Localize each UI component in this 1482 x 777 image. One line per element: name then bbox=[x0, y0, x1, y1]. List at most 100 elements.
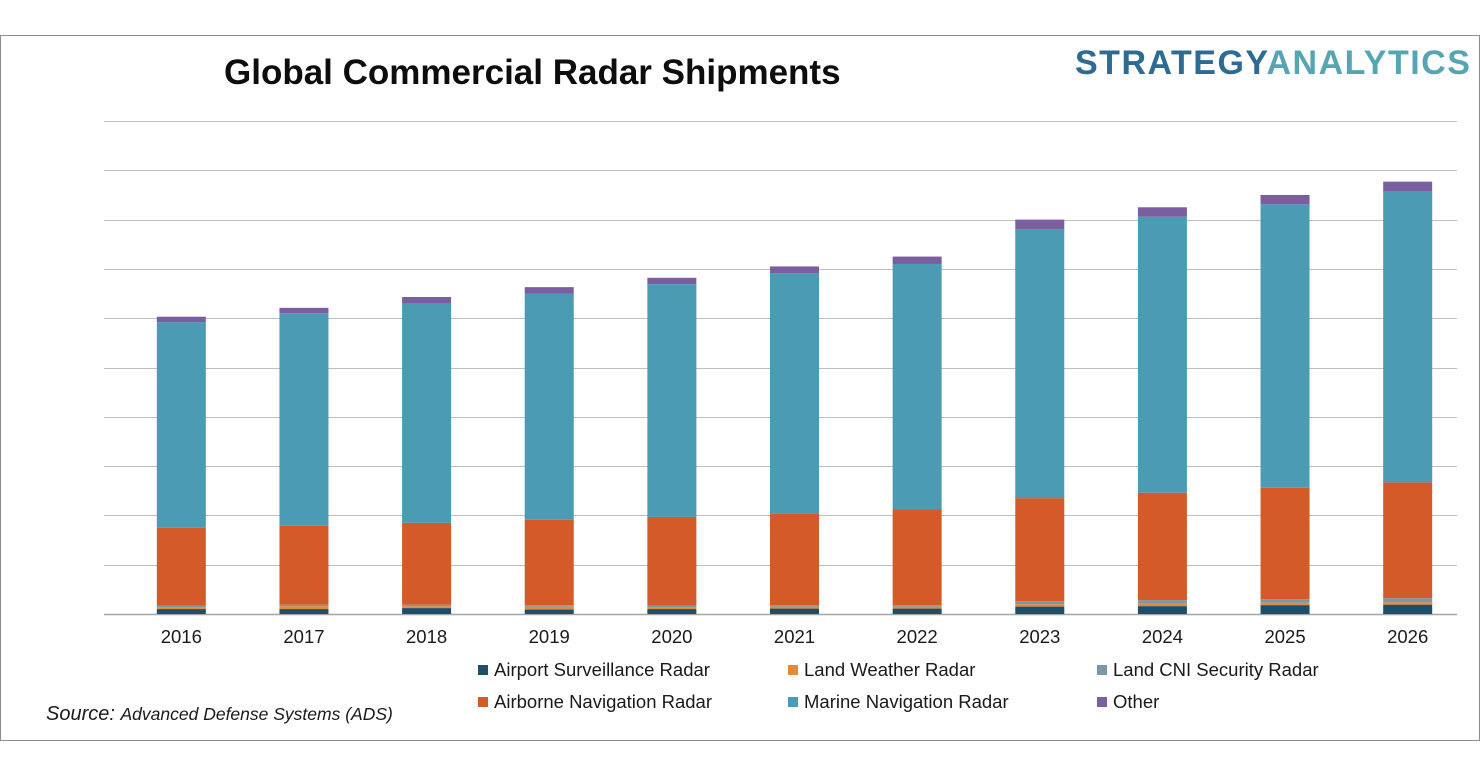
bar-segment-airborne-navigation-radar-2019 bbox=[524, 519, 574, 606]
x-tick-label: 2026 bbox=[1387, 626, 1428, 647]
bar-segment-marine-navigation-radar-2017 bbox=[279, 313, 329, 526]
bar-segment-airborne-navigation-radar-2020 bbox=[647, 516, 697, 606]
bar-segment-other-2022 bbox=[892, 256, 942, 264]
bar-segment-airborne-navigation-radar-2021 bbox=[770, 513, 819, 606]
bar-segment-airport-surveillance-radar-2025 bbox=[1260, 605, 1310, 614]
x-tick-label: 2018 bbox=[406, 626, 447, 647]
legend-item: Other bbox=[1097, 691, 1159, 713]
legend-label: Other bbox=[1113, 691, 1160, 712]
bar-segment-land-cni-security-radar-2018 bbox=[402, 604, 452, 607]
source-note: Source: Advanced Defense Systems (ADS) bbox=[46, 703, 393, 726]
bar-segment-marine-navigation-radar-2024 bbox=[1137, 216, 1187, 493]
bar-segment-land-cni-security-radar-2021 bbox=[770, 605, 819, 607]
bar-segment-airborne-navigation-radar-2025 bbox=[1260, 487, 1310, 600]
bar-segment-land-weather-radar-2021 bbox=[770, 606, 819, 609]
x-tick-label: 2024 bbox=[1142, 626, 1183, 647]
bar-segment-marine-navigation-radar-2023 bbox=[1015, 228, 1065, 499]
bar-segment-airborne-navigation-radar-2017 bbox=[279, 525, 329, 605]
bar-segment-land-cni-security-radar-2019 bbox=[524, 605, 574, 607]
bar-segment-airborne-navigation-radar-2024 bbox=[1137, 492, 1187, 601]
legend-label: Airborne Navigation Radar bbox=[494, 691, 713, 712]
bar-segment-other-2024 bbox=[1137, 207, 1187, 217]
source-value: Advanced Defense Systems (ADS) bbox=[120, 704, 393, 724]
legend-swatch bbox=[788, 697, 798, 707]
bar-segment-other-2021 bbox=[770, 266, 819, 274]
logo-word-analytics: ANALYTICS bbox=[1266, 44, 1472, 82]
bar-segment-land-cni-security-radar-2024 bbox=[1137, 600, 1187, 604]
bar-segment-land-cni-security-radar-2025 bbox=[1260, 599, 1310, 603]
bar-segment-airborne-navigation-radar-2018 bbox=[402, 522, 452, 605]
x-tick-label: 2022 bbox=[897, 626, 938, 647]
legend-label: Airport Surveillance Radar bbox=[494, 659, 710, 680]
bar-segment-land-weather-radar-2023 bbox=[1015, 604, 1065, 607]
bar-segment-other-2020 bbox=[647, 277, 697, 285]
bar-segment-airport-surveillance-radar-2021 bbox=[770, 608, 819, 614]
bar-segment-marine-navigation-radar-2025 bbox=[1260, 204, 1310, 488]
x-tick-label: 2019 bbox=[529, 626, 570, 647]
bar-segment-land-weather-radar-2019 bbox=[524, 606, 574, 610]
legend-swatch bbox=[478, 665, 488, 675]
bar-segment-marine-navigation-radar-2016 bbox=[156, 322, 206, 528]
bar-segment-airport-surveillance-radar-2024 bbox=[1137, 606, 1187, 614]
legend-label: Land CNI Security Radar bbox=[1113, 659, 1319, 680]
x-tick-label: 2016 bbox=[161, 626, 202, 647]
bar-segment-airport-surveillance-radar-2017 bbox=[279, 609, 329, 614]
bar-segment-other-2026 bbox=[1383, 181, 1433, 192]
x-tick-label: 2021 bbox=[774, 626, 815, 647]
legend-item: Marine Navigation Radar bbox=[788, 691, 1009, 713]
bar-segment-land-cni-security-radar-2022 bbox=[892, 605, 942, 607]
legend-swatch bbox=[1097, 665, 1107, 675]
bar-segment-airborne-navigation-radar-2022 bbox=[892, 509, 942, 606]
bar-segment-land-weather-radar-2017 bbox=[279, 606, 329, 610]
bar-segment-other-2025 bbox=[1260, 194, 1310, 205]
bar-segment-marine-navigation-radar-2019 bbox=[524, 293, 574, 520]
bar-segment-land-cni-security-radar-2026 bbox=[1383, 598, 1433, 603]
bar-segment-airport-surveillance-radar-2018 bbox=[402, 608, 452, 614]
bar-segment-land-weather-radar-2024 bbox=[1137, 603, 1187, 607]
legend-item: Airborne Navigation Radar bbox=[478, 691, 712, 713]
bar-segment-land-weather-radar-2022 bbox=[892, 606, 942, 609]
bar-segment-marine-navigation-radar-2018 bbox=[402, 303, 452, 523]
bar-segment-land-cni-security-radar-2020 bbox=[647, 605, 697, 608]
bar-segment-land-cni-security-radar-2023 bbox=[1015, 601, 1065, 605]
legend-item: Land Weather Radar bbox=[788, 659, 975, 681]
legend-label: Marine Navigation Radar bbox=[804, 691, 1009, 712]
bar-segment-land-cni-security-radar-2017 bbox=[279, 604, 329, 607]
legend-item: Airport Surveillance Radar bbox=[478, 659, 710, 681]
legend-swatch bbox=[1097, 697, 1107, 707]
chart-frame bbox=[0, 35, 1480, 741]
bar-segment-airborne-navigation-radar-2026 bbox=[1383, 482, 1433, 599]
logo-word-strategy: STRATEGY bbox=[1075, 44, 1267, 82]
bar-segment-marine-navigation-radar-2022 bbox=[892, 263, 942, 510]
bar-segment-land-weather-radar-2026 bbox=[1383, 602, 1433, 605]
bar-segment-airport-surveillance-radar-2016 bbox=[156, 609, 206, 614]
bar-segment-land-weather-radar-2025 bbox=[1260, 602, 1310, 606]
bar-segment-airport-surveillance-radar-2022 bbox=[892, 608, 942, 614]
bar-segment-land-cni-security-radar-2016 bbox=[156, 605, 206, 608]
legend-swatch bbox=[478, 697, 488, 707]
bar-segment-land-weather-radar-2020 bbox=[647, 607, 697, 610]
x-tick-label: 2020 bbox=[651, 626, 692, 647]
bar-segment-other-2023 bbox=[1015, 219, 1065, 229]
x-tick-label: 2017 bbox=[283, 626, 324, 647]
bar-segment-marine-navigation-radar-2026 bbox=[1383, 191, 1433, 483]
bar-segment-other-2018 bbox=[402, 297, 452, 304]
bar-segment-airport-surveillance-radar-2026 bbox=[1383, 604, 1433, 614]
chart-title: Global Commercial Radar Shipments bbox=[224, 53, 841, 92]
bar-segment-airborne-navigation-radar-2023 bbox=[1015, 498, 1065, 602]
bar-segment-other-2019 bbox=[524, 287, 574, 294]
source-label: Source: bbox=[46, 703, 115, 725]
bar-segment-marine-navigation-radar-2021 bbox=[770, 273, 819, 514]
strategy-analytics-logo: STRATEGYANALYTICS bbox=[1075, 44, 1471, 83]
bar-segment-other-2016 bbox=[156, 316, 206, 323]
x-tick-label: 2025 bbox=[1264, 626, 1305, 647]
x-tick-label: 2023 bbox=[1019, 626, 1060, 647]
bar-segment-marine-navigation-radar-2020 bbox=[647, 284, 697, 517]
legend-label: Land Weather Radar bbox=[804, 659, 976, 680]
bar-segment-land-weather-radar-2016 bbox=[156, 607, 206, 610]
legend-item: Land CNI Security Radar bbox=[1097, 659, 1319, 681]
bar-segment-airport-surveillance-radar-2019 bbox=[524, 609, 574, 614]
bar-segment-airborne-navigation-radar-2016 bbox=[156, 527, 206, 606]
bar-segment-land-weather-radar-2018 bbox=[402, 606, 452, 609]
